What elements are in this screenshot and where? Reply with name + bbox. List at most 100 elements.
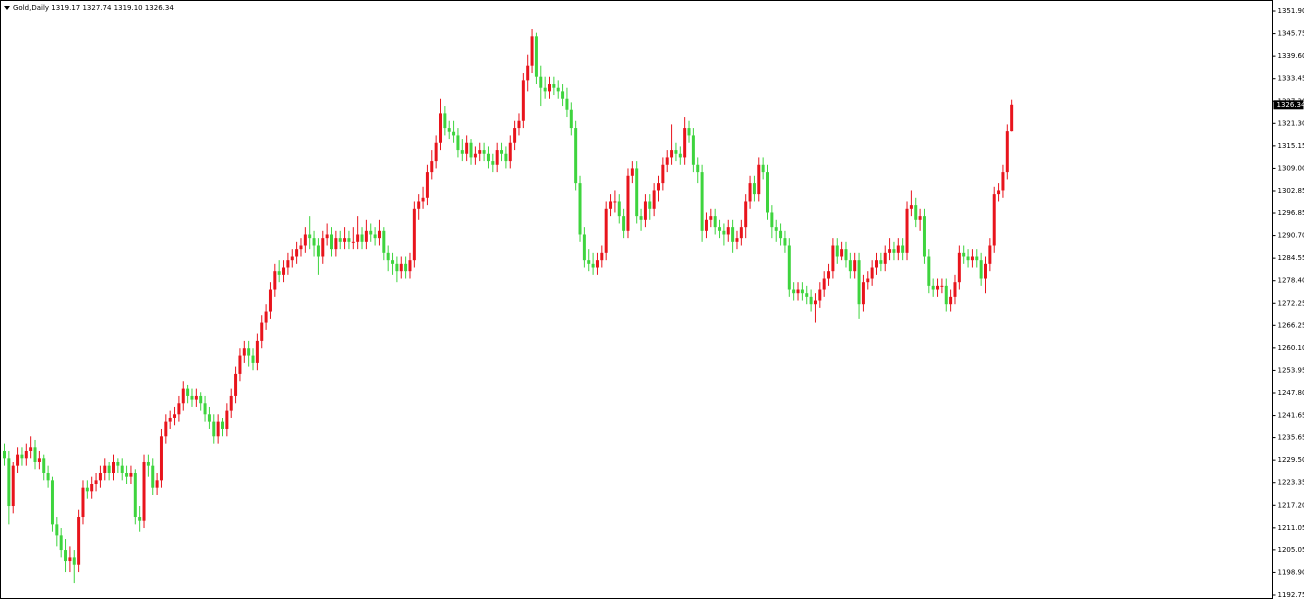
candle-body xyxy=(216,421,220,437)
candle-body xyxy=(914,205,918,220)
candle-body xyxy=(604,208,608,253)
candle-body xyxy=(94,480,98,485)
candle-body xyxy=(107,465,111,473)
y-tick-label: 1284.55 xyxy=(1278,254,1304,262)
candle-body xyxy=(962,252,966,257)
candle-body xyxy=(142,461,146,521)
candle-body xyxy=(11,465,15,507)
candle-body xyxy=(221,421,224,429)
candle-body xyxy=(857,260,861,305)
candle-body xyxy=(997,190,1001,195)
price-tag xyxy=(1273,100,1304,110)
candle-body xyxy=(125,472,129,477)
candle-body xyxy=(277,271,281,275)
candle-body xyxy=(495,150,499,165)
candle-body xyxy=(957,252,961,283)
candle-body xyxy=(120,465,124,473)
candle-body xyxy=(146,461,150,466)
y-tick-label: 1321.30 xyxy=(1278,119,1304,127)
candle-body xyxy=(565,98,569,110)
candle-body xyxy=(992,194,996,246)
candle-body xyxy=(469,142,473,158)
candle-body xyxy=(548,84,551,92)
y-tick-label: 1278.40 xyxy=(1278,277,1304,285)
candle-body xyxy=(133,472,137,518)
y-tick-label: 1253.95 xyxy=(1278,366,1304,374)
candle-body xyxy=(460,150,464,154)
candle-body xyxy=(696,164,700,173)
candle-body xyxy=(369,230,373,235)
y-tick-label: 1205.05 xyxy=(1278,546,1304,554)
candle-body xyxy=(831,245,835,272)
candle-body xyxy=(687,128,691,136)
candle-body xyxy=(316,245,320,257)
y-tick-label: 1229.50 xyxy=(1278,456,1304,464)
y-tick-label: 1198.90 xyxy=(1278,568,1304,576)
candle-body xyxy=(543,87,547,92)
candle-body xyxy=(155,480,159,488)
candle-body xyxy=(984,263,987,279)
candle-body xyxy=(3,450,6,459)
candle-body xyxy=(129,472,133,477)
candle-body xyxy=(879,260,883,264)
chart-header: Gold,Daily 1319.17 1327.74 1319.10 1326.… xyxy=(13,4,174,12)
candle-body xyxy=(652,190,656,209)
candle-body xyxy=(447,128,451,132)
candle-body xyxy=(116,461,120,466)
candle-body xyxy=(901,245,905,253)
candle-body xyxy=(970,256,974,261)
candle-body xyxy=(330,234,333,250)
candle-body xyxy=(735,238,739,242)
candle-body xyxy=(792,289,796,294)
candle-body xyxy=(534,36,538,77)
candle-body xyxy=(7,458,11,507)
candle-body xyxy=(321,238,325,257)
y-tick-label: 1309.00 xyxy=(1278,164,1304,172)
y-tick-label: 1223.35 xyxy=(1278,479,1304,487)
candle-body xyxy=(412,208,416,261)
candle-body xyxy=(212,421,216,437)
candle-body xyxy=(425,172,429,198)
candle-body xyxy=(731,227,735,242)
candle-body xyxy=(892,249,896,253)
candle-body xyxy=(635,168,639,217)
candle-body xyxy=(1001,172,1005,191)
candle-body xyxy=(1010,104,1014,132)
candle-body xyxy=(264,311,268,323)
candle-body xyxy=(299,245,303,250)
price-tag-label: 1326.34 xyxy=(1277,101,1304,109)
candle-body xyxy=(609,201,613,209)
candle-body xyxy=(630,168,634,176)
candle-body xyxy=(377,230,381,239)
candle-body xyxy=(81,487,85,518)
candle-body xyxy=(255,340,259,363)
candle-body xyxy=(386,252,390,261)
candle-body xyxy=(718,227,722,231)
candle-body xyxy=(835,245,839,257)
candle-body xyxy=(600,252,604,261)
candle-body xyxy=(931,285,935,290)
candle-body xyxy=(883,252,887,264)
candle-body xyxy=(37,458,41,462)
candle-body xyxy=(399,263,403,272)
y-tick-label: 1351.90 xyxy=(1278,7,1304,15)
candle-body xyxy=(691,135,695,165)
candle-body xyxy=(517,120,521,129)
candle-body xyxy=(242,348,246,356)
candle-body xyxy=(186,388,190,396)
candle-body xyxy=(77,517,81,565)
candle-body xyxy=(251,355,255,363)
candle-body xyxy=(268,289,272,312)
candle-body xyxy=(225,410,229,429)
candle-body xyxy=(312,238,316,246)
y-tick-label: 1211.05 xyxy=(1278,524,1304,532)
candle-body xyxy=(949,296,953,305)
candle-body xyxy=(561,91,565,99)
candle-body xyxy=(395,263,399,272)
candle-body xyxy=(382,230,386,253)
candle-body xyxy=(46,472,50,481)
candle-body xyxy=(177,403,181,415)
candle-body xyxy=(103,465,107,473)
candle-body xyxy=(866,278,870,283)
